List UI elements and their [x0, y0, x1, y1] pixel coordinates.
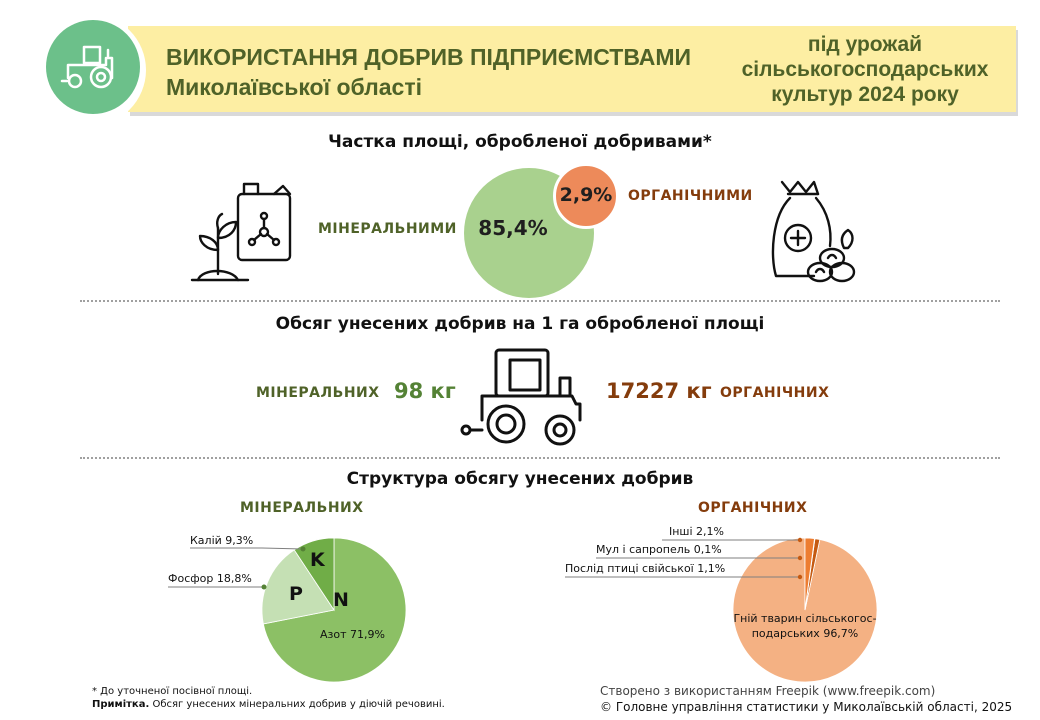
pie-slice-other: [804, 537, 815, 611]
fertilizer-bag-icon: [768, 176, 862, 292]
organic-kg-value: 17227 кг: [606, 379, 712, 403]
pie-label-phosphorus: Фосфор 18,8%: [168, 572, 252, 585]
leader-dot-phosphorus: [261, 584, 267, 590]
canister-sprout-icon: [188, 180, 298, 288]
pie-label-other: Інші 2,1%: [669, 525, 724, 538]
pie-label-poultry: Послід птиці свійської 1,1%: [565, 562, 725, 575]
section3-title: Структура обсягу унесених добрив: [346, 469, 694, 489]
page-title: ВИКОРИСТАННЯ ДОБРИВ ПІДПРИЄМСТВАМИ Микол…: [166, 42, 726, 102]
pie-letter-k: K: [310, 549, 326, 571]
title-line-1: ВИКОРИСТАННЯ ДОБРИВ ПІДПРИЄМСТВАМИ: [166, 44, 692, 70]
footnote-1: * До уточненої посівної площі.: [92, 686, 253, 697]
mineral-kg-label: МІНЕРАЛЬНИХ: [256, 385, 380, 401]
mineral-area-label: МІНЕРАЛЬНИМИ: [318, 221, 457, 237]
section1-title: Частка площі, обробленої добривами*: [328, 132, 712, 152]
pie-label-potassium: Калій 9,3%: [190, 534, 253, 547]
pie-label-nitrogen: Азот 71,9%: [320, 628, 385, 641]
organic-pie: [732, 537, 878, 683]
header-banner: [128, 26, 1016, 112]
pie-letter-n: N: [333, 589, 349, 611]
subtitle-line-3: культур 2024 року: [771, 83, 959, 106]
leader-dot-potassium: [300, 546, 306, 552]
leader-dot-poultry: [797, 574, 803, 580]
tractor-icon: [456, 344, 588, 452]
separator-1: [80, 300, 1000, 302]
pie-letter-p: P: [289, 583, 303, 605]
leader-dot-silt: [797, 555, 803, 561]
pie-label-manure-1: Гній тварин сільськогос-: [733, 612, 876, 625]
mineral-area-value: 85,4%: [478, 216, 548, 240]
organic-area-value: 2,9%: [559, 184, 613, 206]
pie-slice-phosphorus: [261, 549, 335, 625]
separator-2: [80, 457, 1000, 459]
subtitle-line-2: сільськогосподарських: [741, 58, 989, 81]
organic-area-circle: [553, 163, 619, 229]
title-line-2: Миколаївської області: [166, 74, 422, 100]
logo-badge: [46, 20, 140, 114]
pie-slice-nitrogen: [262, 537, 407, 683]
copyright: © Головне управління статистики у Микола…: [600, 700, 1013, 714]
page-subtitle: під урожай сільськогосподарських культур…: [720, 32, 1010, 107]
pie-label-silt: Мул і сапропель 0,1%: [596, 543, 722, 556]
footnote-2: Примітка. Обсяг унесених мінеральних доб…: [92, 699, 445, 710]
structure-charts: N P K Азот 71,9% Калій 9,3% Фосфор 18,8%…: [168, 525, 878, 683]
freepik-credit: Створено з використанням Freepik (www.fr…: [600, 684, 936, 698]
leader-dot-other: [797, 537, 803, 543]
tractor-icon: [60, 45, 114, 89]
organic-structure-heading: ОРГАНІЧНИХ: [698, 500, 808, 516]
pie-slice-potassium: [293, 537, 335, 612]
mineral-kg-value: 98 кг: [394, 379, 456, 403]
pie-label-manure-2: подарських 96,7%: [752, 627, 859, 640]
footnote-2-text: Обсяг унесених мінеральних добрив у діюч…: [149, 699, 445, 710]
footnote-2-bold: Примітка.: [92, 699, 150, 710]
mineral-pie: [261, 537, 407, 683]
section2-title: Обсяг унесених добрив на 1 га обробленої…: [275, 314, 765, 334]
leader-potassium: [190, 547, 304, 550]
subtitle-line-1: під урожай: [807, 33, 923, 56]
organic-kg-label: ОРГАНІЧНИХ: [720, 385, 830, 401]
mineral-structure-heading: МІНЕРАЛЬНИХ: [240, 500, 364, 516]
organic-area-label: ОРГАНІЧНИМИ: [628, 188, 753, 204]
